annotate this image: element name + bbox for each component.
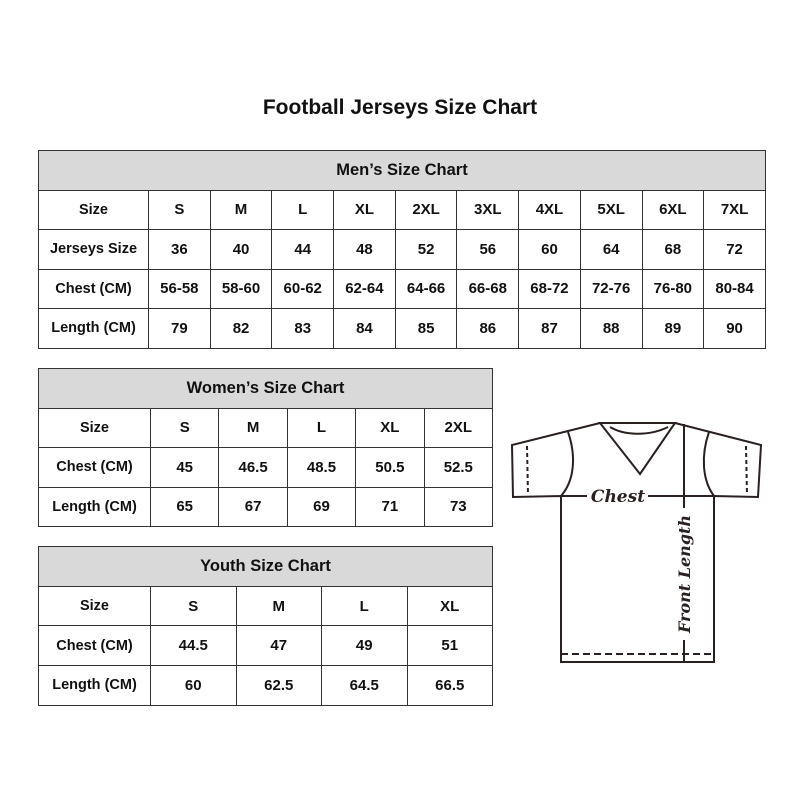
table-cell: 52.5 — [423, 447, 494, 488]
table-cell: 40 — [209, 229, 273, 270]
youth-table-title: Youth Size Chart — [38, 546, 493, 587]
table-cell: 67 — [218, 486, 288, 527]
table-cell: 48.5 — [286, 447, 357, 488]
table-cell: 47 — [235, 625, 322, 667]
row-label: Length (CM) — [38, 665, 151, 706]
table-row: Jerseys Size 36 40 44 48 52 56 60 64 68 72 — [38, 229, 766, 270]
table-row: Chest (CM) 45 46.5 48.5 50.5 52.5 — [38, 447, 494, 488]
table-row: Size S M L XL 2XL — [38, 407, 494, 448]
table-cell: 56-58 — [148, 268, 211, 309]
table-cell: 51 — [406, 625, 493, 667]
table-cell: XL — [333, 189, 396, 230]
womens-size-table: Women’s Size Chart Size S M L XL 2XL Chest (CM)… — [37, 368, 494, 527]
table-cell: 60-62 — [271, 268, 335, 309]
table-cell: 68-72 — [518, 268, 581, 309]
table-cell: 62-64 — [333, 268, 396, 309]
table-cell: M — [218, 407, 288, 448]
chest-label: Chest — [591, 487, 645, 507]
table-cell: XL — [355, 407, 425, 448]
shirt-outline — [510, 422, 763, 663]
women-table-title: Women’s Size Chart — [37, 368, 494, 409]
mens-size-table: Men’s Size Chart Size S M L XL 2XL 3XL 4XL 5XL 6XL… — [38, 150, 766, 349]
table-cell: 69 — [286, 486, 357, 527]
table-cell: 82 — [209, 308, 273, 349]
page-title: Football Jerseys Size Chart — [262, 96, 538, 119]
front-length-label: Front Length — [675, 515, 694, 634]
table-cell: 60 — [150, 665, 237, 706]
table-cell: 45 — [149, 447, 220, 488]
table-cell: 4XL — [518, 189, 581, 230]
table-cell: 68 — [641, 229, 705, 270]
measure-lines — [561, 424, 714, 662]
row-label: Chest (CM) — [38, 625, 151, 667]
table-cell: 62.5 — [235, 665, 322, 706]
table-cell: 90 — [703, 308, 766, 349]
table-cell: 86 — [456, 308, 520, 349]
table-row: Length (CM) 79 82 83 84 85 86 87 88 89 90 — [38, 308, 766, 349]
table-cell: 79 — [148, 308, 211, 349]
men-table-title: Men’s Size Chart — [38, 150, 766, 191]
youth-size-table: Youth Size Chart Size S M L XL Chest (CM) 44.5 4… — [38, 546, 493, 706]
table-cell: 7XL — [703, 189, 766, 230]
row-label: Size — [38, 585, 151, 627]
table-cell: 85 — [394, 308, 458, 349]
row-label: Length (CM) — [38, 308, 149, 349]
table-cell: 64 — [579, 229, 643, 270]
table-cell: S — [150, 585, 237, 627]
row-label: Length (CM) — [38, 486, 151, 527]
table-cell: 88 — [579, 308, 643, 349]
table-cell: 71 — [355, 486, 425, 527]
table-cell: 80-84 — [703, 268, 766, 309]
table-cell: 64.5 — [321, 665, 408, 706]
table-row: Chest (CM) 44.5 47 49 51 — [38, 625, 493, 667]
table-cell: 6XL — [641, 189, 705, 230]
table-cell: 65 — [149, 486, 220, 527]
table-cell: 5XL — [579, 189, 643, 230]
table-cell: 84 — [333, 308, 396, 349]
table-cell: 50.5 — [355, 447, 425, 488]
table-cell: 36 — [148, 229, 211, 270]
table-cell: 66-68 — [456, 268, 520, 309]
table-row: Length (CM) 60 62.5 64.5 66.5 — [38, 665, 493, 706]
table-cell: 66.5 — [406, 665, 493, 706]
row-label: Jerseys Size — [38, 229, 149, 270]
table-cell: 48 — [333, 229, 396, 270]
table-cell: 73 — [423, 486, 494, 527]
table-cell: 72-76 — [579, 268, 643, 309]
row-label: Size — [38, 189, 149, 230]
table-cell: M — [235, 585, 322, 627]
table-cell: 76-80 — [641, 268, 705, 309]
table-row: Size S M L XL — [38, 585, 493, 627]
table-row: Size S M L XL 2XL 3XL 4XL 5XL 6XL 7XL — [38, 189, 766, 230]
table-cell: L — [321, 585, 408, 627]
table-cell: 49 — [321, 625, 408, 667]
table-cell: 2XL — [423, 407, 494, 448]
row-label: Size — [38, 407, 151, 448]
table-cell: L — [286, 407, 357, 448]
table-cell: 44.5 — [150, 625, 237, 667]
table-cell: 87 — [518, 308, 581, 349]
table-cell: 44 — [271, 229, 335, 270]
table-cell: 60 — [518, 229, 581, 270]
table-cell: XL — [406, 585, 493, 627]
table-cell: L — [271, 189, 335, 230]
row-label: Chest (CM) — [38, 447, 151, 488]
table-row: Length (CM) 65 67 69 71 73 — [38, 486, 494, 527]
